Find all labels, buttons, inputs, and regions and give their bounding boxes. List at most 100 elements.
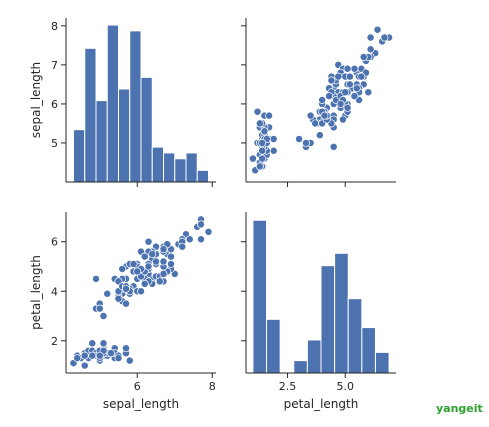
panel-0-0-ytick-label: 5 — [51, 137, 58, 150]
hist-sepal-length-bar — [106, 24, 119, 183]
hist-sepal-length-bar — [151, 146, 164, 183]
y-axis-label-petal-length: petal_length — [29, 255, 43, 330]
scatter-sepal-vs-petal-point — [95, 304, 104, 313]
scatter-sepal-vs-petal-point — [185, 235, 194, 244]
scatter-petal-vs-sepal-point — [253, 107, 262, 116]
scatter-sepal-vs-petal-point — [155, 277, 164, 286]
scatter-sepal-vs-petal-point — [144, 262, 153, 271]
scatter-petal-vs-sepal-point — [248, 154, 257, 163]
scatter-petal-vs-sepal-point — [341, 88, 350, 97]
scatter-sepal-vs-petal-point — [114, 354, 123, 363]
scatter-petal-vs-sepal-point — [336, 99, 345, 108]
scatter-petal-vs-sepal-point — [345, 72, 354, 81]
scatter-petal-vs-sepal-point — [255, 119, 264, 128]
hist-petal-length-bar — [306, 339, 322, 374]
scatter-sepal-vs-petal-point — [197, 235, 205, 244]
scatter-sepal-vs-petal-point — [114, 294, 123, 303]
panel-1-1-xtick-label: 2.5 — [279, 380, 297, 393]
hist-sepal-length-bar — [185, 152, 198, 183]
scatter-sepal-vs-petal-point — [140, 279, 149, 288]
scatter-sepal-vs-petal-point — [118, 265, 127, 273]
scatter-sepal-vs-petal-point — [88, 339, 97, 348]
scatter-petal-vs-sepal-point — [334, 72, 343, 81]
scatter-sepal-vs-petal-point — [99, 312, 108, 320]
scatter-petal-vs-sepal-point — [359, 53, 368, 61]
hist-sepal-length-bar — [73, 129, 86, 183]
hist-sepal-length-bar — [84, 47, 97, 183]
scatter-sepal-vs-petal-point — [159, 257, 168, 266]
scatter-petal-vs-sepal-point — [265, 111, 274, 120]
scatter-petal-vs-sepal-point — [352, 84, 361, 93]
panel-0-0-ytick-label: 6 — [51, 98, 58, 111]
hist-petal-length-bar — [374, 351, 390, 374]
scatter-petal-vs-sepal-point — [343, 103, 352, 112]
scatter-petal-vs-sepal-point — [295, 135, 304, 143]
hist-petal-length-bar — [252, 219, 268, 374]
scatter-sepal-vs-petal-point — [137, 287, 145, 296]
scatter-petal-vs-sepal-point — [373, 25, 382, 34]
x-axis-label-petal-length: petal_length — [284, 397, 359, 411]
scatter-petal-vs-sepal-point — [320, 111, 329, 120]
scatter-sepal-vs-petal-point — [125, 356, 134, 365]
hist-sepal-length-bar — [196, 169, 209, 183]
scatter-sepal-vs-petal-point — [80, 361, 89, 370]
panel-1-0-xtick-label: 8 — [209, 380, 216, 393]
hist-sepal-length-bar — [129, 30, 142, 183]
scatter-petal-vs-sepal-point — [318, 96, 327, 104]
scatter-sepal-vs-petal-point — [152, 257, 160, 266]
panel-1-0-xtick-label: 6 — [134, 380, 141, 393]
hist-petal-length-bar — [320, 265, 336, 374]
panel-1-0-ytick-label: 4 — [51, 285, 58, 298]
panel-0-0-ytick-label: 7 — [51, 59, 58, 72]
scatter-sepal-vs-petal-point — [133, 267, 142, 276]
scatter-sepal-vs-petal-point — [144, 237, 153, 246]
scatter-sepal-vs-petal-point — [197, 220, 205, 229]
hist-sepal-length-bar — [95, 100, 108, 183]
scatter-sepal-vs-petal-point — [99, 339, 108, 348]
scatter-petal-vs-sepal-point — [329, 142, 338, 151]
hist-petal-length-bar — [361, 327, 376, 374]
panel-0-0-ytick-label: 8 — [51, 20, 58, 33]
scatter-petal-vs-sepal-point — [269, 135, 278, 143]
scatter-petal-vs-sepal-point — [366, 45, 375, 54]
scatter-sepal-vs-petal-point — [204, 227, 213, 236]
x-axis-label-sepal-length: sepal_length — [103, 397, 179, 411]
scatter-sepal-vs-petal-point — [92, 274, 100, 283]
scatter-petal-vs-sepal-point — [311, 119, 320, 128]
scatter-petal-vs-sepal-point — [380, 33, 389, 42]
scatter-sepal-vs-petal-point — [178, 242, 187, 251]
scatter-petal-vs-sepal-point — [258, 146, 267, 155]
scatter-petal-vs-sepal-point — [327, 76, 336, 85]
hist-sepal-length-bar — [163, 152, 176, 183]
scatter-petal-vs-sepal-point — [306, 111, 315, 120]
scatter-petal-vs-sepal-point — [258, 154, 267, 163]
scatter-sepal-vs-petal-point — [159, 269, 168, 278]
scatter-petal-vs-sepal-point — [325, 92, 334, 101]
hist-sepal-length-bar — [174, 158, 187, 183]
scatter-petal-vs-sepal-point — [315, 131, 324, 140]
scatter-petal-vs-sepal-point — [260, 127, 269, 136]
y-axis-label-sepal-length: sepal_length — [29, 62, 43, 138]
hist-petal-length-bar — [266, 318, 281, 374]
scatter-sepal-vs-petal-point — [122, 299, 130, 308]
hist-petal-length-bar — [293, 360, 308, 374]
scatter-sepal-vs-petal-point — [122, 344, 130, 353]
scatter-sepal-vs-petal-point — [73, 354, 82, 363]
scatter-sepal-vs-petal-point — [80, 351, 89, 360]
scatter-sepal-vs-petal-point — [103, 289, 112, 298]
scatter-petal-vs-sepal-point — [350, 92, 359, 101]
scatter-petal-vs-sepal-point — [364, 88, 373, 97]
watermark-text: yangeit — [436, 402, 483, 415]
hist-petal-length-bar — [347, 298, 363, 374]
scatter-sepal-vs-petal-point — [167, 260, 175, 268]
hist-petal-length-bar — [334, 252, 349, 374]
scatter-sepal-vs-petal-point — [88, 351, 97, 360]
scatter-sepal-vs-petal-point — [148, 250, 157, 259]
scatter-petal-vs-sepal-point — [366, 33, 375, 42]
scatter-petal-vs-sepal-point — [343, 64, 352, 73]
scatter-sepal-vs-petal-point — [107, 349, 115, 358]
panel-1-0-ytick-label: 2 — [51, 335, 58, 348]
scatter-sepal-vs-petal-point — [140, 252, 149, 261]
scatter-petal-vs-sepal-point — [302, 139, 310, 147]
